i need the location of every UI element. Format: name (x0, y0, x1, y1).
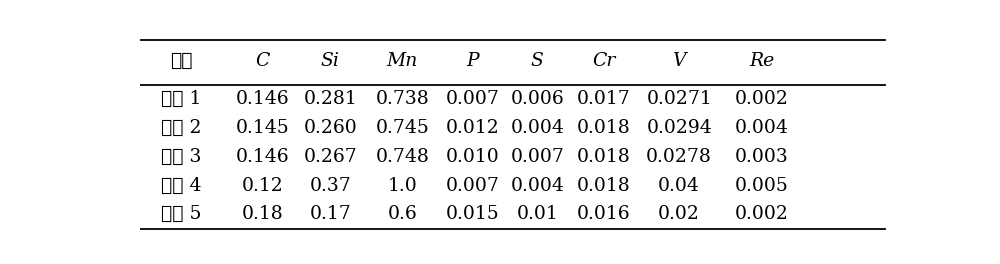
Text: 0.12: 0.12 (242, 177, 284, 195)
Text: 样品 1: 样品 1 (161, 90, 201, 108)
Text: Mn: Mn (387, 52, 418, 70)
Text: 1.0: 1.0 (388, 177, 417, 195)
Text: 0.004: 0.004 (510, 119, 564, 137)
Text: Re: Re (749, 52, 775, 70)
Text: 0.010: 0.010 (445, 148, 499, 166)
Text: 0.015: 0.015 (445, 205, 499, 223)
Text: 样品: 样品 (170, 52, 192, 70)
Text: Si: Si (321, 52, 340, 70)
Text: 0.745: 0.745 (376, 119, 429, 137)
Text: S: S (531, 52, 544, 70)
Text: 0.6: 0.6 (388, 205, 417, 223)
Text: 样品 4: 样品 4 (161, 177, 201, 195)
Text: 0.005: 0.005 (735, 177, 789, 195)
Text: 0.018: 0.018 (577, 119, 631, 137)
Text: 0.004: 0.004 (510, 177, 564, 195)
Text: V: V (672, 52, 686, 70)
Text: 0.002: 0.002 (735, 205, 789, 223)
Text: 0.260: 0.260 (304, 119, 357, 137)
Text: 0.018: 0.018 (577, 177, 631, 195)
Text: 0.018: 0.018 (577, 148, 631, 166)
Text: 0.016: 0.016 (577, 205, 631, 223)
Text: P: P (466, 52, 479, 70)
Text: 0.01: 0.01 (516, 205, 558, 223)
Text: 0.02: 0.02 (658, 205, 700, 223)
Text: 0.0294: 0.0294 (646, 119, 712, 137)
Text: 0.003: 0.003 (735, 148, 789, 166)
Text: Cr: Cr (592, 52, 616, 70)
Text: 0.17: 0.17 (310, 205, 351, 223)
Text: 0.146: 0.146 (236, 90, 290, 108)
Text: 0.267: 0.267 (304, 148, 357, 166)
Text: 0.281: 0.281 (304, 90, 357, 108)
Text: 0.006: 0.006 (510, 90, 564, 108)
Text: 0.0278: 0.0278 (646, 148, 712, 166)
Text: 0.002: 0.002 (735, 90, 789, 108)
Text: 0.017: 0.017 (577, 90, 631, 108)
Text: 0.748: 0.748 (376, 148, 429, 166)
Text: 0.146: 0.146 (236, 148, 290, 166)
Text: 0.012: 0.012 (445, 119, 499, 137)
Text: 0.007: 0.007 (445, 90, 499, 108)
Text: 0.18: 0.18 (242, 205, 284, 223)
Text: 0.37: 0.37 (310, 177, 351, 195)
Text: 0.145: 0.145 (236, 119, 290, 137)
Text: 0.004: 0.004 (735, 119, 789, 137)
Text: 0.738: 0.738 (376, 90, 429, 108)
Text: 样品 3: 样品 3 (161, 148, 201, 166)
Text: C: C (256, 52, 270, 70)
Text: 样品 2: 样品 2 (161, 119, 201, 137)
Text: 样品 5: 样品 5 (161, 205, 201, 223)
Text: 0.0271: 0.0271 (646, 90, 712, 108)
Text: 0.007: 0.007 (445, 177, 499, 195)
Text: 0.007: 0.007 (510, 148, 564, 166)
Text: 0.04: 0.04 (658, 177, 700, 195)
